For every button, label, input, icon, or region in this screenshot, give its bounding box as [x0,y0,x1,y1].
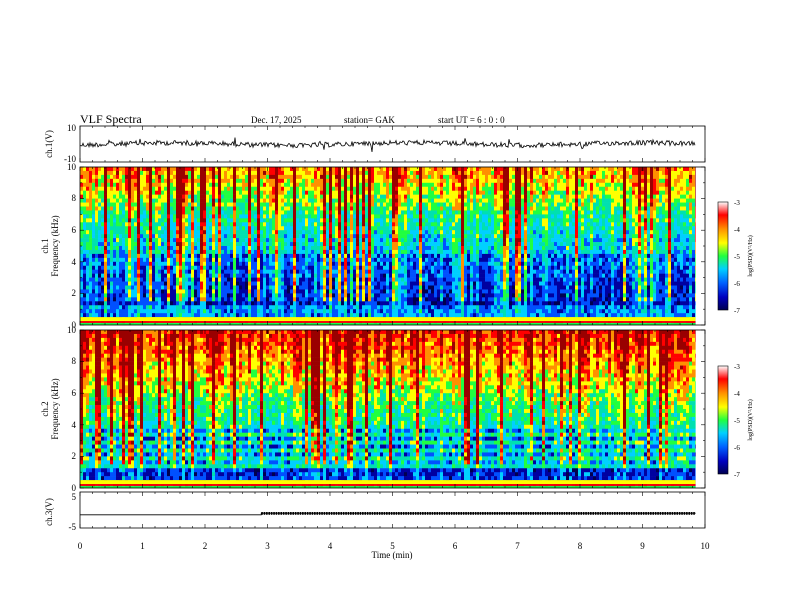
ch1-freq-tick-4: 4 [72,257,77,267]
ch1-spectrogram-heatmap [80,167,705,325]
ch2-freq-tick-0: 0 [72,483,77,493]
ch2-spec-ylabel-channel: ch.2 [40,401,50,416]
chart-title: VLF Spectra [80,112,142,126]
date-label: Dec. 17, 2025 [251,115,302,125]
x-tick-2: 2 [203,541,208,551]
ch1-freq-tick-6: 6 [72,225,77,235]
ch1-wave-ylabel: ch.1(V) [44,130,54,158]
colorbar-ch1-gradient [717,201,729,311]
colorbar-ch2-gradient [717,365,729,475]
ch2-freq-tick-6: 6 [72,388,77,398]
ch2-freq-tick-2: 2 [72,451,77,461]
ch2-freq-tick-4: 4 [72,420,77,430]
ch1-tick-bottom: -10 [64,154,76,164]
ch1-spec-ylabel-channel: ch.1 [40,238,50,253]
colorbar-ch2-tick-m6: -6 [734,444,740,452]
x-axis-label: Time (min) [372,550,413,560]
ch2-freq-tick-8: 8 [72,356,77,366]
x-tick-0: 0 [78,541,83,551]
colorbar-ch2-label: log(PSD)(V²/Hz) [747,399,754,440]
ch3-sample-markers [261,512,695,515]
x-tick-1: 1 [140,541,145,551]
colorbar-ch1-tick-m6: -6 [734,280,740,288]
ch1-freq-tick-8: 8 [72,193,77,203]
ch1-spectrogram-panel: 0 2 4 6 8 10 ch.1 Frequency (kHz) [40,162,706,330]
colorbar-ch1-label: log(PSD)(V²/Hz) [747,235,754,276]
ch2-spectrogram-panel: 0 2 4 6 8 10 ch.2 Frequency (kHz) [40,325,706,493]
ch3-tick-bottom: -5 [69,522,77,532]
ch2-spec-ylabel-frequency: Frequency (kHz) [50,378,60,439]
ch3-wave-ylabel: ch.3(V) [44,498,54,526]
ch1-freq-tick-0: 0 [72,320,77,330]
x-tick-7: 7 [515,541,520,551]
colorbar-ch1-tick-m3: -3 [734,199,740,207]
x-tick-5: 5 [390,541,395,551]
x-tick-6: 6 [453,541,458,551]
start-time-label: start UT = 6 : 0 : 0 [438,115,505,125]
ch1-tick-top: 10 [67,123,77,133]
colorbar-ch2-tick-m4: -4 [734,390,740,398]
ch2-spectrogram-heatmap [80,330,705,488]
colorbar-ch1: -3 -4 -5 -6 -7 log(PSD)(V²/Hz) [717,199,754,315]
ch2-freq-tick-10: 10 [67,325,77,335]
ch1-spec-ylabel-frequency: Frequency (kHz) [50,215,60,276]
colorbar-ch2: -3 -4 -5 -6 -7 log(PSD)(V²/Hz) [717,363,754,479]
x-axis: 0 1 2 3 4 5 6 7 8 9 10 Time (min) [78,541,710,560]
x-tick-10: 10 [701,541,711,551]
colorbar-ch2-tick-m5: -5 [734,417,740,425]
colorbar-ch2-tick-m3: -3 [734,363,740,371]
colorbar-ch2-tick-m7: -7 [734,471,740,479]
ch1-waveform-panel: 10 -10 ch.1(V) [44,123,706,164]
ch3-tick-top: 5 [72,492,77,502]
colorbar-ch1-tick-m5: -5 [734,253,740,261]
x-tick-9: 9 [640,541,645,551]
colorbar-ch1-tick-m4: -4 [734,226,740,234]
x-tick-4: 4 [328,541,333,551]
x-tick-8: 8 [578,541,583,551]
station-label: station= GAK [344,115,395,125]
colorbar-ch1-tick-m7: -7 [734,307,740,315]
ch1-freq-tick-10: 10 [67,162,77,172]
x-tick-3: 3 [265,541,270,551]
ch1-freq-tick-2: 2 [72,288,77,298]
ch3-waveform-panel: 5 -5 ch.3(V) [44,491,706,532]
ch1-waveform-line [79,137,696,152]
axis-tick-marks [79,126,706,528]
